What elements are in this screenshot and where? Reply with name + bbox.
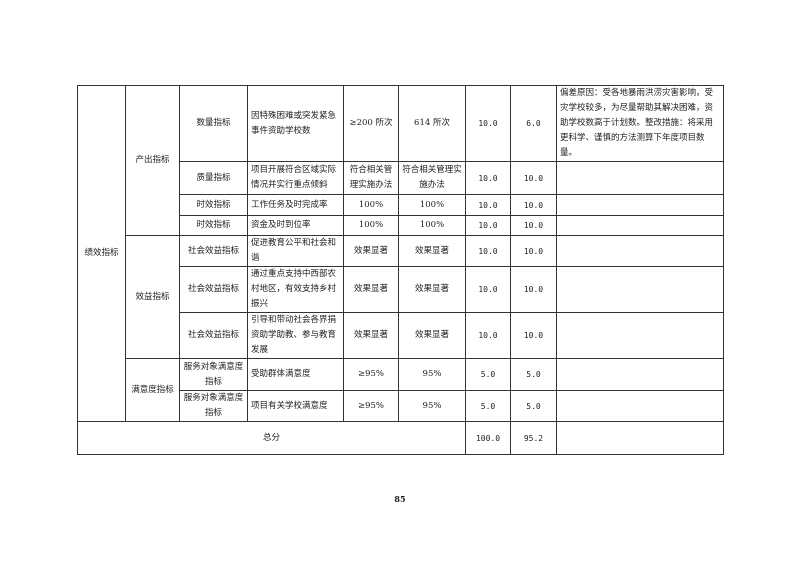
note-cell: 偏差原因：受各地暴雨洪涝灾害影响，受灾学校较多，为尽量帮助其解决困难，资助学校数… [556, 85, 724, 162]
l2-cell: 社会效益指标 [179, 266, 248, 313]
weight-cell: 10.0 [465, 312, 511, 359]
l2-cell: 社会效益指标 [179, 235, 248, 267]
note-cell [556, 235, 724, 267]
indicator-cell: 资金及时到位率 [247, 215, 344, 236]
table-row: 质量指标 项目开展符合区域实际情况并实行重点倾斜 符合相关管理实施办法 符合相关… [78, 161, 724, 195]
score-cell: 10.0 [510, 194, 557, 216]
indicator-cell: 工作任务及时完成率 [247, 194, 344, 216]
table-row: 效益指标 社会效益指标 促进教育公平和社会和谐 效果显著 效果显著 10.0 1… [78, 235, 724, 359]
actual-cell: 100% [398, 215, 466, 236]
target-cell: ≥95% [343, 358, 399, 391]
weight-cell: 10.0 [465, 161, 511, 195]
note-cell [556, 390, 724, 422]
actual-cell: 95% [398, 390, 466, 422]
score-cell: 5.0 [510, 390, 557, 422]
l2-cell: 数量指标 [179, 85, 248, 162]
level1-cell: 绩效指标 [77, 85, 126, 422]
performance-table: 绩效指标 产出指标 数量指标 因特殊困难或突发紧急事件资助学校数 ≥200 所次… [77, 85, 724, 455]
l2-cell: 质量指标 [179, 161, 248, 195]
group-cell: 满意度指标 [125, 358, 180, 422]
target-cell: ≥95% [343, 390, 399, 422]
note-cell [556, 161, 724, 195]
weight-cell: 10.0 [465, 215, 511, 236]
indicator-cell: 项目开展符合区域实际情况并实行重点倾斜 [247, 161, 344, 195]
target-cell: 100% [343, 215, 399, 236]
weight-cell: 10.0 [465, 85, 511, 162]
weight-cell: 10.0 [465, 266, 511, 313]
actual-cell: 效果显著 [398, 266, 466, 313]
weight-cell: 5.0 [465, 358, 511, 391]
total-weight: 100.0 [465, 421, 511, 455]
score-cell: 10.0 [510, 312, 557, 359]
score-cell: 6.0 [510, 85, 557, 162]
score-cell: 10.0 [510, 235, 557, 267]
l2-cell: 社会效益指标 [179, 312, 248, 359]
table-row: 绩效指标 产出指标 数量指标 因特殊困难或突发紧急事件资助学校数 ≥200 所次… [77, 85, 724, 422]
note-cell [556, 358, 724, 391]
l2-cell: 服务对象满意度指标 [179, 390, 248, 422]
indicator-cell: 促进教育公平和社会和谐 [247, 235, 344, 267]
total-score: 95.2 [510, 421, 557, 455]
indicator-cell: 受助群体满意度 [247, 358, 344, 391]
actual-cell: 符合相关管理实施办法 [398, 161, 466, 195]
target-cell: 符合相关管理实施办法 [343, 161, 399, 195]
target-cell: 效果显著 [343, 266, 399, 313]
indicator-cell: 引导和带动社会各界捐资助学助教、参与教育发展 [247, 312, 344, 359]
note-cell [556, 215, 724, 236]
indicator-cell: 项目有关学校满意度 [247, 390, 344, 422]
weight-cell: 5.0 [465, 390, 511, 422]
weight-cell: 10.0 [465, 194, 511, 216]
actual-cell: 效果显著 [398, 235, 466, 267]
actual-cell: 614 所次 [398, 85, 466, 162]
target-cell: 效果显著 [343, 235, 399, 267]
target-cell: 100% [343, 194, 399, 216]
table-row: 满意度指标 服务对象满意度指标 受助群体满意度 ≥95% 95% 5.0 5.0 [78, 358, 724, 422]
total-label: 总分 [77, 421, 466, 455]
group-cell: 产出指标 [125, 85, 180, 236]
page-number: 85 [394, 494, 406, 504]
score-cell: 5.0 [510, 358, 557, 391]
indicator-cell: 因特殊困难或突发紧急事件资助学校数 [247, 85, 344, 162]
actual-cell: 100% [398, 194, 466, 216]
table-row: 时效指标 资金及时到位率 100% 100% 10.0 10.0 [78, 215, 724, 236]
total-row: 总分 100.0 95.2 [77, 421, 724, 455]
group-cell: 效益指标 [125, 235, 180, 359]
l2-cell: 时效指标 [179, 215, 248, 236]
actual-cell: 95% [398, 358, 466, 391]
score-cell: 10.0 [510, 215, 557, 236]
table-row: 时效指标 工作任务及时完成率 100% 100% 10.0 10.0 [78, 194, 724, 216]
table-row: 服务对象满意度指标 项目有关学校满意度 ≥95% 95% 5.0 5.0 [78, 390, 724, 422]
indicator-cell: 通过重点支持中西部农村地区，有效支持乡村振兴 [247, 266, 344, 313]
note-cell [556, 194, 724, 216]
score-cell: 10.0 [510, 161, 557, 195]
target-cell: ≥200 所次 [343, 85, 399, 162]
note-cell [556, 312, 724, 359]
weight-cell: 10.0 [465, 235, 511, 267]
l2-cell: 服务对象满意度指标 [179, 358, 248, 391]
total-note [556, 421, 724, 455]
actual-cell: 效果显著 [398, 312, 466, 359]
target-cell: 效果显著 [343, 312, 399, 359]
note-cell [556, 266, 724, 313]
score-cell: 10.0 [510, 266, 557, 313]
l2-cell: 时效指标 [179, 194, 248, 216]
